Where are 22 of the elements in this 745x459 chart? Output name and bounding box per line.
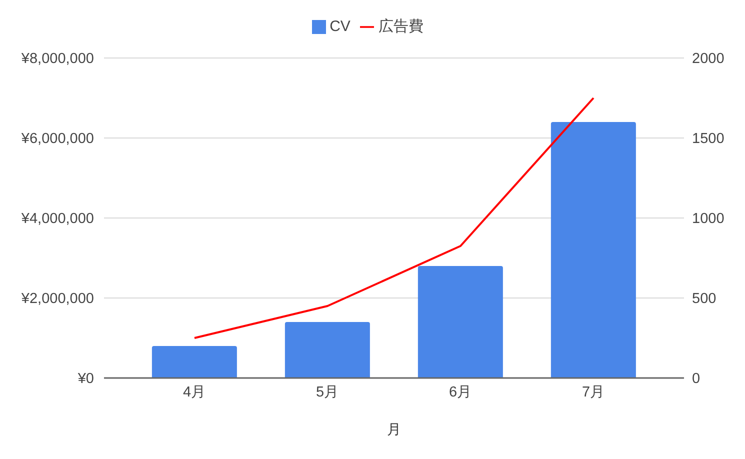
y-tick-label: ¥4,000,000 — [20, 211, 94, 228]
bar — [418, 266, 503, 378]
y-tick-label: ¥8,000,000 — [20, 51, 94, 68]
y-tick-label: ¥6,000,000 — [20, 131, 94, 148]
y2-tick-label: 0 — [692, 371, 700, 388]
bar — [284, 322, 370, 378]
legend-label: CV — [330, 18, 350, 35]
legend-label: 広告費 — [378, 18, 424, 35]
bar — [550, 122, 636, 378]
y2-tick-label: 2000 — [692, 51, 724, 68]
y-tick-label: ¥0 — [76, 371, 94, 388]
x-axis-title: 月 — [387, 421, 401, 437]
x-tick-label: 5月 — [316, 384, 340, 400]
y-tick-label: ¥2,000,000 — [20, 291, 94, 308]
y2-tick-label: 500 — [692, 291, 716, 308]
x-tick-label: 4月 — [182, 384, 206, 400]
line-series — [194, 97, 594, 339]
y2-tick-label: 1500 — [692, 131, 724, 148]
bar — [152, 346, 237, 378]
x-tick-label: 7月 — [582, 384, 606, 400]
y2-tick-label: 1000 — [692, 211, 724, 228]
x-tick-label: 6月 — [448, 384, 472, 400]
